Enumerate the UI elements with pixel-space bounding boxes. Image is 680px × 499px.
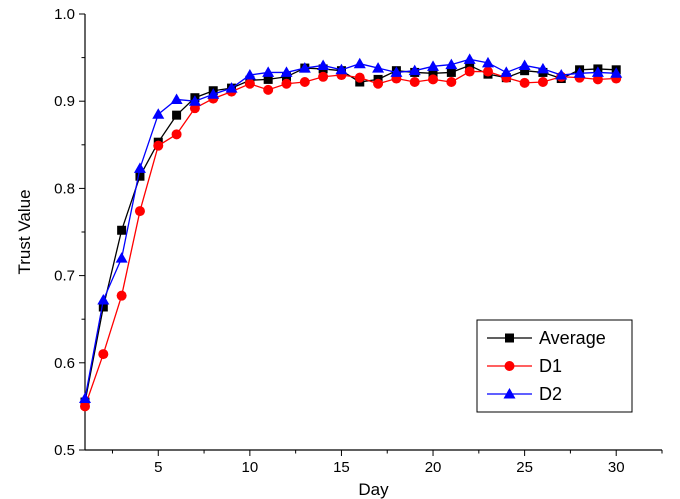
x-axis-ticks: 5 10 15 20 25 30 xyxy=(111,450,663,476)
y-tick-label: 0.6 xyxy=(54,355,75,372)
legend-item-average: Average xyxy=(487,328,606,348)
data-point-d1 xyxy=(134,206,145,217)
legend: Average D1 D2 xyxy=(476,319,633,413)
x-axis-title: Day xyxy=(358,480,389,499)
data-point-d2 xyxy=(427,60,440,71)
x-tick-label: 5 xyxy=(154,459,162,476)
data-point-d1 xyxy=(318,71,329,82)
data-point-average xyxy=(117,225,127,235)
data-point-d2 xyxy=(133,162,146,173)
data-point-d2 xyxy=(262,66,275,77)
data-point-d2 xyxy=(170,93,183,104)
x-tick-label: 25 xyxy=(516,459,533,476)
legend-label: D2 xyxy=(539,384,562,404)
data-point-d1 xyxy=(446,77,457,88)
data-point-d2 xyxy=(152,108,165,119)
data-point-d2 xyxy=(610,67,623,78)
data-point-d1 xyxy=(244,78,255,89)
data-point-average xyxy=(465,60,475,70)
data-point-d2 xyxy=(207,88,220,99)
data-point-d1 xyxy=(153,140,164,151)
legend-marker xyxy=(503,388,516,399)
data-point-d2 xyxy=(500,66,513,77)
data-point-d1 xyxy=(373,78,384,89)
data-point-d2 xyxy=(573,67,586,78)
data-point-d1 xyxy=(116,290,127,301)
data-point-d1 xyxy=(482,66,493,77)
data-point-average xyxy=(428,68,438,78)
x-tick-label: 10 xyxy=(242,459,259,476)
data-point-d2 xyxy=(536,62,549,74)
legend-label: Average xyxy=(539,328,606,348)
data-point-d1 xyxy=(464,66,475,77)
data-point-d2 xyxy=(463,53,476,64)
y-tick-label: 1.0 xyxy=(54,6,75,23)
data-point-d1 xyxy=(98,349,109,360)
y-tick-label: 0.9 xyxy=(54,93,75,110)
data-point-d1 xyxy=(409,77,420,88)
data-point-d2 xyxy=(408,64,421,76)
series-d2 xyxy=(79,53,623,404)
data-point-d2 xyxy=(335,63,348,75)
y-axis-ticks: 0.5 0.6 0.7 0.8 0.9 1.0 xyxy=(54,6,85,459)
y-tick-label: 0.5 xyxy=(54,442,75,459)
data-point-average xyxy=(520,66,530,76)
data-point-d2 xyxy=(372,62,385,73)
data-point-average xyxy=(135,171,145,181)
data-point-d1 xyxy=(354,72,365,83)
data-point-d2 xyxy=(445,58,458,70)
y-tick-label: 0.7 xyxy=(54,268,75,285)
data-point-average xyxy=(446,67,456,77)
data-point-d2 xyxy=(555,69,568,80)
data-point-d2 xyxy=(390,66,403,77)
data-point-d2 xyxy=(115,252,128,263)
legend-label: D1 xyxy=(539,356,562,376)
data-point-d2 xyxy=(518,59,531,70)
legend-marker xyxy=(504,361,515,371)
data-point-d1 xyxy=(428,74,439,85)
data-point-d1 xyxy=(299,77,310,88)
data-point-d2 xyxy=(188,95,201,106)
data-point-d2 xyxy=(225,82,238,93)
data-point-d2 xyxy=(317,59,330,70)
data-point-d2 xyxy=(591,66,604,77)
y-axis-title: Trust Value xyxy=(15,189,34,274)
x-tick-label: 30 xyxy=(608,459,625,476)
legend-marker xyxy=(505,333,514,343)
data-point-d2 xyxy=(280,66,293,77)
data-point-d1 xyxy=(519,77,530,88)
data-point-d1 xyxy=(171,129,182,140)
data-point-d2 xyxy=(79,392,91,404)
series-layer xyxy=(79,53,623,412)
data-point-average xyxy=(98,302,108,312)
data-point-d2 xyxy=(353,57,366,69)
data-point-d1 xyxy=(263,84,274,95)
data-point-average xyxy=(263,74,273,84)
data-point-d1 xyxy=(537,77,548,88)
data-point-d1 xyxy=(281,78,292,89)
x-tick-label: 20 xyxy=(425,459,442,476)
data-point-d1 xyxy=(80,401,90,412)
y-tick-label: 0.8 xyxy=(54,180,75,197)
x-tick-label: 15 xyxy=(333,459,350,476)
data-point-d2 xyxy=(97,294,110,305)
data-point-d2 xyxy=(298,62,311,73)
data-point-d2 xyxy=(243,69,256,80)
legend-item-d1: D1 xyxy=(487,356,562,376)
legend-item-d2: D2 xyxy=(487,384,562,404)
data-point-d2 xyxy=(481,56,494,68)
data-point-average xyxy=(172,110,182,120)
